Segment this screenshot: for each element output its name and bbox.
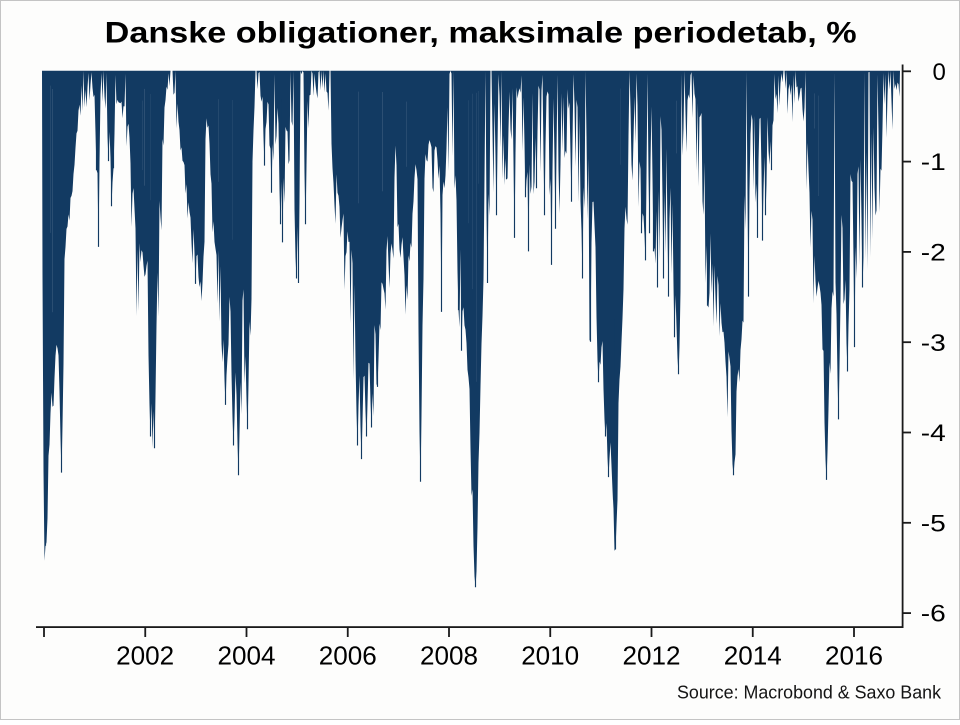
svg-text:-5: -5 <box>921 510 946 537</box>
svg-text:Danske obligationer, maksimale: Danske obligationer, maksimale periodeta… <box>105 16 857 49</box>
svg-text:2004: 2004 <box>218 641 276 671</box>
svg-text:2006: 2006 <box>319 641 377 671</box>
svg-text:2010: 2010 <box>521 641 579 671</box>
svg-text:-3: -3 <box>921 330 946 357</box>
svg-text:2008: 2008 <box>420 641 478 671</box>
svg-text:Source: Macrobond & Saxo Bank: Source: Macrobond & Saxo Bank <box>677 683 942 703</box>
svg-text:-6: -6 <box>921 601 946 628</box>
svg-text:-2: -2 <box>921 240 946 267</box>
svg-text:2002: 2002 <box>116 641 174 671</box>
svg-text:-4: -4 <box>921 420 946 447</box>
svg-text:2016: 2016 <box>825 641 883 671</box>
svg-text:0: 0 <box>932 59 945 86</box>
svg-text:-1: -1 <box>921 149 946 176</box>
svg-text:2012: 2012 <box>623 641 681 671</box>
svg-text:2014: 2014 <box>724 641 782 671</box>
